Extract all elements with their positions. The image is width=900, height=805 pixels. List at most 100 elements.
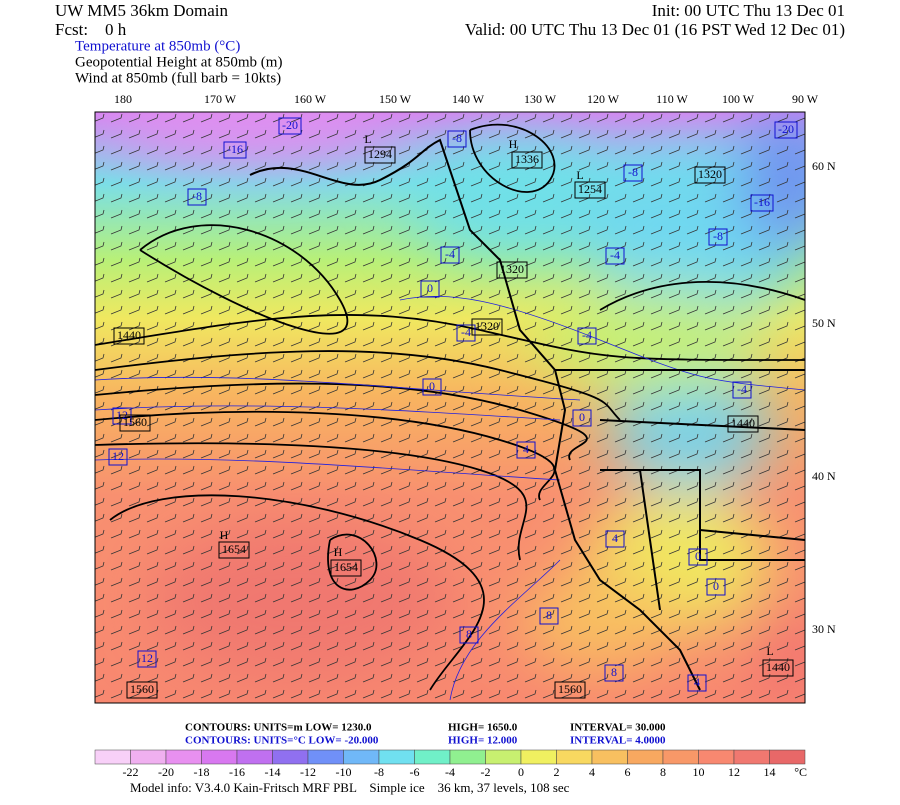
temperature-label-box: [112, 407, 132, 425]
colorbar-swatch: [627, 749, 664, 765]
height-label: 1254: [574, 181, 606, 199]
height-label: 1560: [119, 414, 151, 432]
temperature-label: -4: [577, 327, 597, 345]
colorbar-swatch: [698, 749, 735, 765]
temperature-label: -16: [223, 141, 247, 159]
height-label-text: 1440: [731, 416, 755, 430]
height-label-box: [511, 151, 543, 169]
coastlines: [249, 138, 805, 691]
temperature-label-box: [422, 378, 442, 396]
temperature-label-box: [572, 409, 592, 427]
height-label-box: [574, 181, 606, 199]
height-label: 1320: [496, 261, 528, 279]
longitude-label: 180: [114, 92, 132, 106]
height-label-text: 1294: [368, 147, 392, 161]
temperature-label-text: -4: [737, 382, 747, 396]
temperature-label-text: 4: [694, 675, 700, 689]
footer-text: CONTOURS: UNITS=°C LOW= -20.000: [185, 735, 379, 747]
temperature-label-text: -8: [713, 229, 723, 243]
temperature-label-box: [604, 664, 624, 682]
temperature-label: 0: [420, 280, 440, 298]
colorbar-swatch: [165, 749, 202, 765]
field-name: Wind at 850mb (full barb = 10kts): [75, 70, 281, 86]
height-label-box: [554, 681, 586, 699]
height-label-box: [330, 559, 362, 577]
colorbar-label: 4: [589, 765, 595, 779]
height-label-text: 1440: [117, 328, 141, 342]
colorbar-swatch: [591, 749, 628, 765]
temperature-label-box: [577, 327, 597, 345]
temperature-label-box: [623, 164, 643, 182]
temperature-label: 0: [422, 378, 442, 396]
temperature-label: 8: [604, 664, 624, 682]
height-label-text: 1560: [558, 682, 582, 696]
temperature-label-text: 0: [713, 579, 719, 593]
temperature-label-text: -4: [610, 248, 620, 262]
height-label-box: [496, 261, 528, 279]
colorbar-unit: °C: [794, 765, 807, 779]
height-label: 1440: [727, 415, 759, 433]
colorbar-swatch: [449, 749, 486, 765]
footer-text: HIGH= 1650.0: [448, 722, 518, 734]
temperature-label-text: 0: [695, 549, 701, 563]
longitude-label: 120 W: [587, 92, 620, 106]
longitude-label: 140 W: [452, 92, 485, 106]
temperature-label-text: 8: [466, 627, 472, 641]
longitude-label: 130 W: [524, 92, 557, 106]
colorbar-swatch: [201, 749, 238, 765]
height-label: 1654: [330, 559, 362, 577]
temperature-label-text: -8: [452, 131, 462, 145]
colorbar-swatch: [769, 749, 806, 765]
temperature-label-box: [708, 228, 728, 246]
latitude-label: 60 N: [812, 159, 836, 173]
map-frame: [94, 111, 806, 704]
colorbar-swatch: [307, 749, 344, 765]
pressure-center: L: [576, 168, 583, 182]
temperature-label-box: [539, 607, 559, 625]
temperature-label-box: [223, 141, 247, 159]
temperature-label-box: [459, 626, 479, 644]
temperature-label: 4: [687, 674, 707, 692]
colorbar-label: -20: [158, 765, 174, 779]
colorbar-swatch: [236, 749, 273, 765]
colorbar-label: 0: [518, 765, 524, 779]
temperature-label-box: [440, 246, 460, 264]
temperature-label-text: -16: [754, 195, 770, 209]
pressure-center: H: [220, 528, 229, 542]
height-label-box: [126, 681, 158, 699]
temperature-label: -8: [447, 130, 467, 148]
colorbar-label: 8: [660, 765, 666, 779]
temperature-label-text: -16: [227, 142, 243, 156]
temperature-label-text: 0: [429, 379, 435, 393]
temperature-label-text: 8: [546, 608, 552, 622]
longitude-label: 160 W: [294, 92, 327, 106]
height-label-text: 1560: [130, 682, 154, 696]
pressure-center: H: [334, 545, 343, 559]
colorbar-swatch: [556, 749, 593, 765]
temperature-label-box: [706, 578, 726, 596]
colorbar-label: 14: [764, 765, 776, 779]
colorbar-label: -8: [374, 765, 384, 779]
colorbar-swatch: [272, 749, 309, 765]
wind-barbs: [95, 112, 805, 703]
temperature-label-box: [516, 441, 536, 459]
temperature-label-box: [688, 548, 708, 566]
temperature-label: -8: [708, 228, 728, 246]
temperature-label: -16: [750, 194, 774, 212]
field-name: Geopotential Height at 850mb (m): [75, 54, 282, 70]
height-label-box: [471, 318, 503, 336]
height-label-box: [218, 541, 250, 559]
temperature-label: -20: [278, 117, 302, 135]
temperature-label-box: [447, 130, 467, 148]
temperature-label-text: -4: [582, 328, 592, 342]
colorbar-swatch: [130, 749, 167, 765]
colorbar-swatch: [662, 749, 699, 765]
colorbar-label: -18: [194, 765, 210, 779]
height-label: 1654: [218, 541, 250, 559]
latitude-label: 50 N: [812, 316, 836, 330]
temperature-label: 12: [108, 448, 128, 466]
footer-text: INTERVAL= 30.000: [570, 722, 666, 734]
latitude-label: 30 N: [812, 622, 836, 636]
footer-text: INTERVAL= 4.0000: [570, 735, 666, 747]
